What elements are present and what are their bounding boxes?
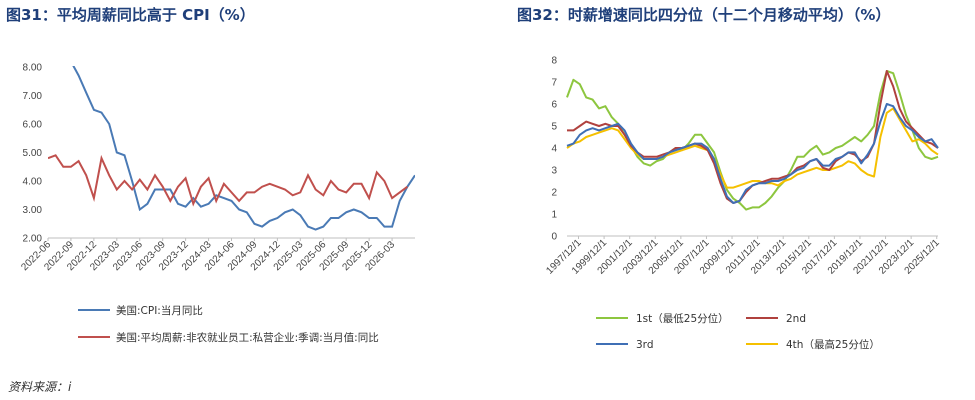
- chart31-y-tick-label: 3.00: [23, 205, 43, 216]
- chart32-y-tick-label: 5: [551, 122, 557, 133]
- chart31-legend-label: 美国:CPI:当月同比: [116, 304, 203, 317]
- chart31-y-tick-label: 8.00: [23, 63, 43, 74]
- chart32-y-tick-label: 7: [551, 78, 557, 89]
- chart32-y-tick-label: 1: [551, 210, 557, 221]
- chart32-y-tick-label: 8: [551, 56, 557, 67]
- chart32-y-tick-label: 4: [551, 144, 557, 155]
- chart32-plot: 0123456781997/12/11999/12/12001/12/12003…: [544, 56, 942, 352]
- chart31-y-tick-label: 4.00: [23, 177, 43, 188]
- chart32-legend-label: 3rd: [636, 339, 653, 351]
- chart31-series-line-2: [48, 154, 408, 207]
- chart31-y-tick-label: 7.00: [23, 91, 43, 102]
- chart31-plot: 2.003.004.005.006.007.008.002022-062022-…: [19, 63, 415, 344]
- chart32-y-tick-label: 6: [551, 100, 557, 111]
- chart31-y-tick-label: 6.00: [23, 120, 43, 131]
- chart31-title: 图31：平均周薪同比高于 CPI（%）: [6, 6, 255, 24]
- source-note: 资料来源：i: [8, 380, 72, 394]
- chart32-series-line-4: [566, 107, 939, 189]
- chart32-series-line-3: [566, 103, 939, 204]
- chart31-y-tick-label: 5.00: [23, 148, 43, 159]
- chart32-legend-label: 1st（最低25分位）: [636, 312, 729, 325]
- chart32-title: 图32：时薪增速同比四分位（十二个月移动平均）（%）: [517, 6, 891, 24]
- chart31-legend-label: 美国:平均周薪:非农就业员工:私营企业:季调:当月值:同比: [116, 331, 379, 344]
- chart31-y-tick-label: 2.00: [23, 234, 43, 245]
- chart32-y-tick-label: 3: [551, 166, 557, 177]
- chart32-legend-label: 4th（最高25分位）: [786, 338, 880, 351]
- chart31-series-line-1: [72, 66, 415, 231]
- chart32-y-tick-label: 0: [551, 232, 557, 243]
- chart32-y-tick-label: 2: [551, 188, 557, 199]
- chart32-legend-label: 2nd: [786, 313, 806, 325]
